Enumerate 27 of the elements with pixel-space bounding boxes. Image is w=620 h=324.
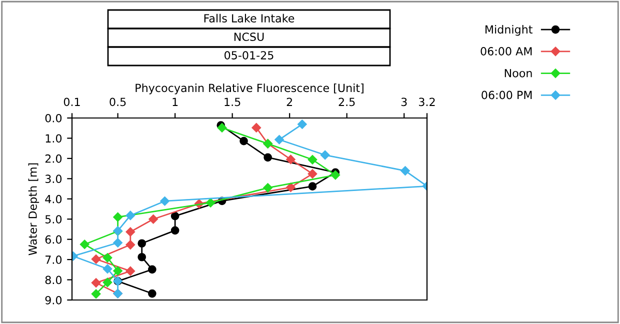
y-axis-title: Water Depth [m] xyxy=(28,163,40,256)
y-tick-label: 2.0 xyxy=(45,154,62,163)
y-tick-label: 3.0 xyxy=(45,174,62,184)
x-tick-label: 2.5 xyxy=(338,98,355,106)
x-tick-label: 0.5 xyxy=(110,98,126,106)
chart-title: Falls Lake Intake xyxy=(204,14,294,22)
chart-subtitle: NCSU xyxy=(234,32,264,41)
x-axis-title: Phycocyanin Relative Fluorescence [Unit] xyxy=(136,84,364,94)
legend-label: 06:00 PM xyxy=(482,90,532,100)
x-tick-label: 0.1 xyxy=(64,98,80,106)
x-tick-label: 3 xyxy=(401,98,407,106)
text: 05-01-25 xyxy=(224,51,274,60)
y-tick-label: 0.0 xyxy=(45,114,62,122)
y-tick-label: 9.0 xyxy=(45,296,62,304)
legend-label: 06:00 AM xyxy=(480,47,532,56)
y-tick-label: 4.0 xyxy=(45,194,62,204)
legend-label: Noon xyxy=(504,69,532,78)
x-tick-label: 1 xyxy=(172,98,178,106)
x-tick-label: 1.5 xyxy=(224,98,240,106)
y-tick-label: 6.0 xyxy=(45,235,62,244)
x-tick-label: 2 xyxy=(286,98,292,106)
legend-label: Midnight xyxy=(486,25,532,36)
y-tick-label: 7.0 xyxy=(46,256,62,264)
y-tick-label: 5.0 xyxy=(45,215,62,224)
y-tick-label: 8.0 xyxy=(45,276,62,284)
y-tick-label: 1.0 xyxy=(46,134,62,143)
x-tick-label: 3.2 xyxy=(419,98,435,106)
